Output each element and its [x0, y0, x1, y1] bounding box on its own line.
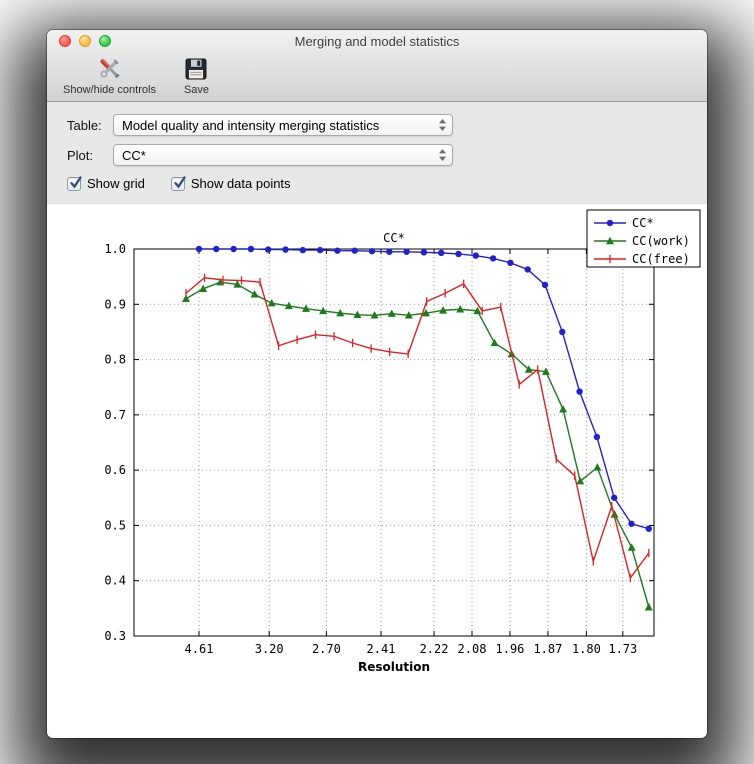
- save-icon: [184, 55, 208, 82]
- y-axis: 1.0 0.9 0.8 0.7 0.6 0.5 0.4 0.3: [104, 242, 654, 643]
- show-data-points-label: Show data points: [190, 176, 291, 191]
- popup-arrows-icon: [438, 148, 447, 162]
- svg-text:1.0: 1.0: [104, 242, 126, 256]
- show-grid-label: Show grid: [87, 176, 145, 191]
- save-button[interactable]: Save: [184, 55, 209, 96]
- table-row: Table: Model quality and intensity mergi…: [67, 114, 707, 136]
- legend: CC* CC(work) CC(free): [586, 209, 700, 268]
- close-button[interactable]: [59, 35, 71, 47]
- svg-text:0.4: 0.4: [104, 574, 126, 588]
- svg-text:0.7: 0.7: [104, 408, 126, 422]
- traffic-lights: [59, 35, 111, 47]
- plot-frame: [133, 248, 654, 637]
- series-cc-work-: [181, 277, 653, 611]
- svg-text:1.87: 1.87: [533, 642, 562, 656]
- show-hide-controls-label: Show/hide controls: [63, 84, 156, 96]
- svg-text:1.80: 1.80: [571, 642, 600, 656]
- checkbox-box: [67, 175, 82, 191]
- table-select-value: Model quality and intensity merging stat…: [122, 117, 380, 133]
- svg-text:0.5: 0.5: [104, 518, 126, 532]
- titlebar[interactable]: Merging and model statistics: [47, 30, 707, 52]
- checkbox-row: Show grid Show data points: [67, 175, 707, 191]
- show-data-points-checkbox[interactable]: Show data points: [170, 175, 291, 191]
- show-hide-controls-button[interactable]: Show/hide controls: [63, 55, 156, 96]
- minimize-button[interactable]: [79, 35, 91, 47]
- svg-text:0.8: 0.8: [104, 353, 126, 367]
- svg-text:CC(free): CC(free): [632, 252, 690, 266]
- toolbar: Show/hide controls Save: [47, 52, 707, 101]
- series-cc-: [195, 245, 652, 532]
- svg-text:1.96: 1.96: [495, 642, 524, 656]
- table-label: Table:: [67, 117, 102, 133]
- popup-arrows-icon: [438, 118, 447, 132]
- checkbox-box: [170, 175, 186, 191]
- app-window: Merging and model statistics: [47, 30, 707, 738]
- svg-text:CC(work): CC(work): [632, 234, 690, 248]
- chart-panel: 1.0 0.9 0.8 0.7 0.6 0.5 0.4 0.3 4.61 3.20 2.70 2.41…: [47, 204, 707, 682]
- plot-label: Plot:: [67, 147, 94, 163]
- check-icon: [70, 175, 82, 188]
- svg-text:1.73: 1.73: [608, 642, 637, 656]
- svg-text:0.9: 0.9: [104, 297, 126, 311]
- plot-area: [133, 249, 654, 636]
- svg-text:2.70: 2.70: [311, 642, 340, 656]
- svg-text:0.3: 0.3: [104, 629, 126, 643]
- window-title: Merging and model statistics: [294, 33, 460, 49]
- svg-text:4.61: 4.61: [184, 642, 213, 656]
- series-cc-free-: [184, 273, 649, 583]
- plot-select-value: CC*: [122, 147, 146, 163]
- svg-text:2.41: 2.41: [366, 642, 395, 656]
- svg-text:2.22: 2.22: [419, 642, 448, 656]
- controls-panel: Table: Model quality and intensity mergi…: [47, 102, 707, 204]
- chart-canvas: 1.0 0.9 0.8 0.7 0.6 0.5 0.4 0.3 4.61 3.20 2.70 2.41…: [104, 209, 700, 674]
- plot-row: Plot: CC*: [67, 144, 707, 166]
- save-label: Save: [183, 84, 210, 96]
- zoom-button[interactable]: [99, 35, 111, 47]
- table-select[interactable]: Model quality and intensity merging stat…: [113, 114, 453, 136]
- chart-title: CC*: [383, 231, 405, 245]
- tools-icon: [96, 55, 123, 82]
- svg-text:2.08: 2.08: [457, 642, 486, 656]
- plot-select[interactable]: CC*: [113, 144, 453, 166]
- svg-text:3.20: 3.20: [254, 642, 283, 656]
- svg-text:CC*: CC*: [632, 216, 654, 230]
- svg-text:0.6: 0.6: [104, 463, 126, 477]
- show-grid-checkbox[interactable]: Show grid: [67, 175, 145, 191]
- x-axis-label: Resolution: [357, 660, 429, 674]
- window-header: Merging and model statistics: [47, 30, 707, 102]
- check-icon: [174, 175, 186, 188]
- x-axis: 4.61 3.20 2.70 2.41 2.22 2.08 1.96 1.87 1.80 1.73: [184, 249, 637, 656]
